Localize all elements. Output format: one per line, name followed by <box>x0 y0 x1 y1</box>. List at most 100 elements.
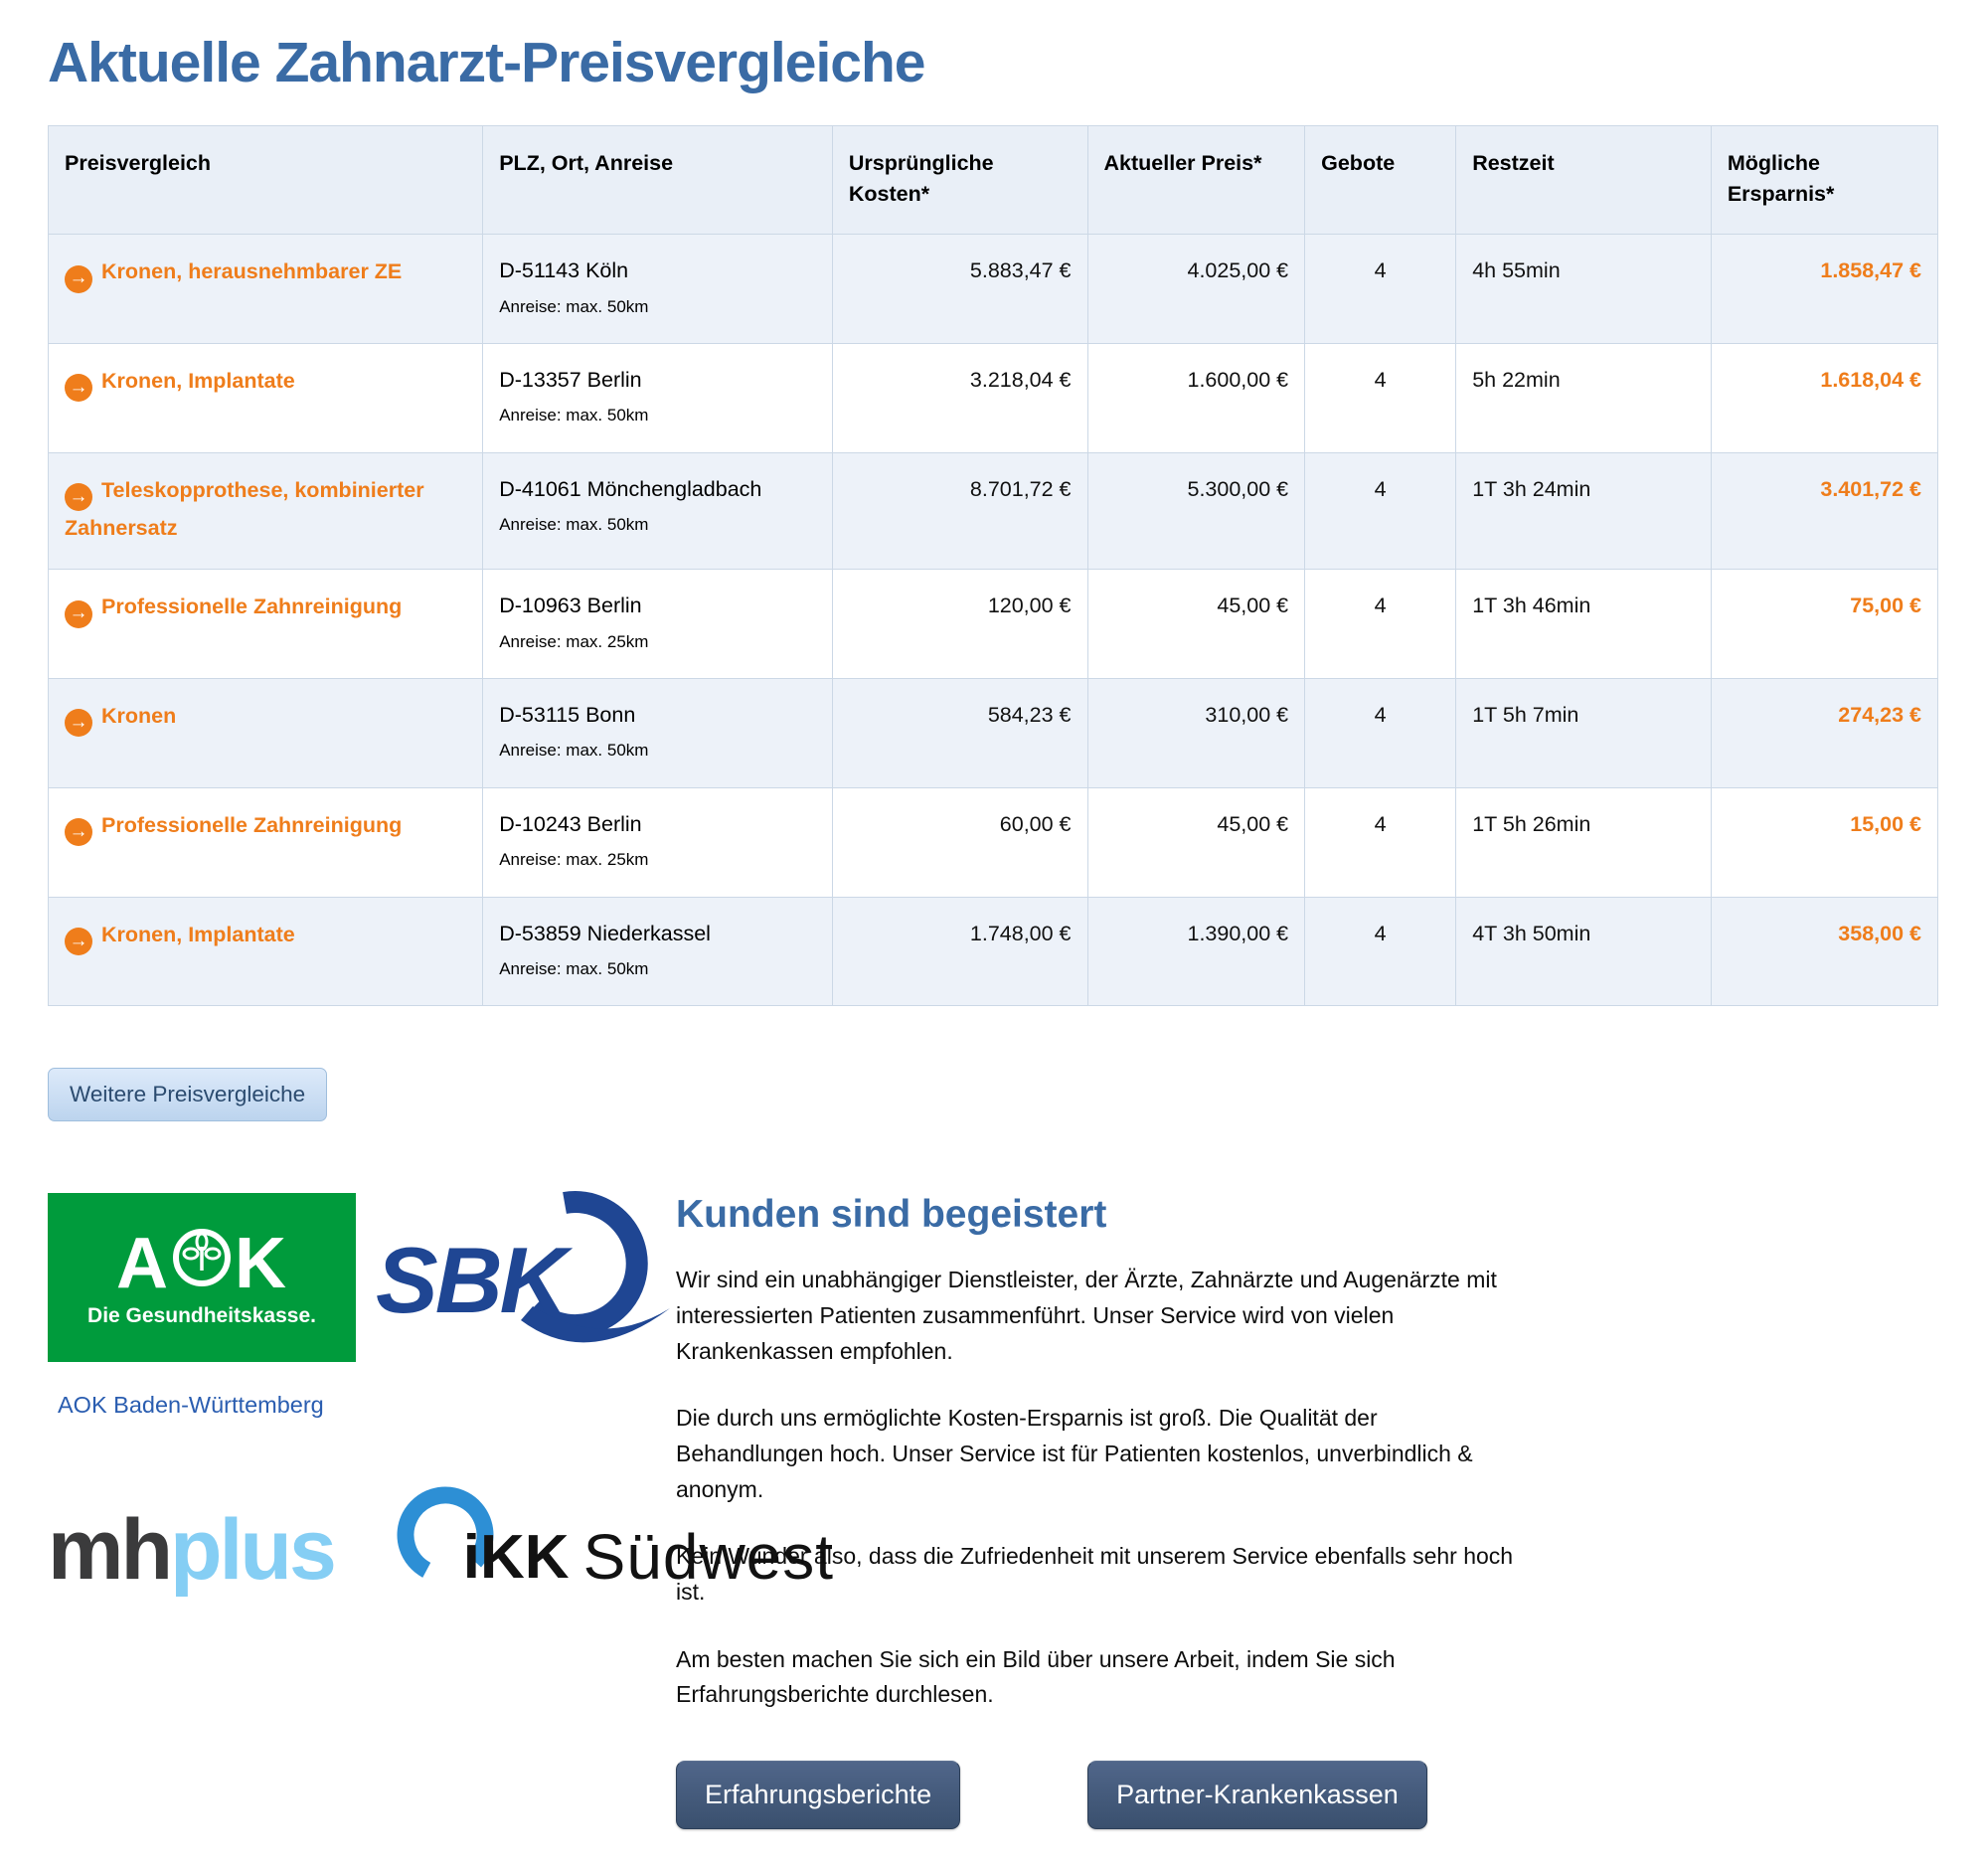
aok-letter-a: A <box>116 1224 169 1304</box>
remaining-time-cell: 1T 5h 7min <box>1455 678 1712 788</box>
location-text: D-10243 Berlin <box>499 811 642 836</box>
partner-krankenkassen-button[interactable]: Partner-Krankenkassen <box>1087 1760 1427 1829</box>
table-row: → Teleskopprothese, kombinierter Zahnersa… <box>47 451 1939 571</box>
remaining-time-cell: 1T 3h 24min <box>1455 451 1712 571</box>
arrow-circle-icon: → <box>65 927 92 955</box>
original-cost-cell: 60,00 € <box>831 786 1088 898</box>
aok-tagline: Die Gesundheitskasse. <box>87 1304 316 1328</box>
location-cell: D-53115 Bonn Anreise: max. 50km <box>482 678 833 788</box>
savings-cell: 358,00 € <box>1710 896 1939 1007</box>
location-text: D-10963 Berlin <box>499 594 642 618</box>
bids-cell: 4 <box>1304 451 1457 571</box>
procedure-link[interactable]: → Kronen, Implantate <box>65 923 295 955</box>
remaining-time-cell: 1T 3h 46min <box>1455 569 1712 680</box>
current-price-cell: 1.600,00 € <box>1086 343 1306 453</box>
current-price-cell: 1.390,00 € <box>1086 896 1306 1007</box>
arrow-circle-icon: → <box>65 599 92 628</box>
travel-distance-text: Anreise: max. 50km <box>499 296 649 316</box>
travel-distance-text: Anreise: max. 25km <box>499 850 649 870</box>
testimonials-paragraph-3: Kein Wunder also, dass die Zufriedenheit… <box>676 1543 1514 1605</box>
erfahrungsberichte-button[interactable]: Erfahrungsberichte <box>676 1760 961 1829</box>
arrow-circle-icon: → <box>65 374 92 403</box>
bids-cell: 4 <box>1304 343 1457 453</box>
remaining-time-cell: 1T 5h 26min <box>1455 786 1712 898</box>
procedure-link[interactable]: → Professionelle Zahnreinigung <box>65 595 402 628</box>
location-text: D-41061 Mönchengladbach <box>499 476 762 501</box>
col-header-preisvergleich: Preisvergleich <box>47 124 484 236</box>
procedure-cell: → Kronen, Implantate <box>47 343 484 453</box>
current-price-cell: 5.300,00 € <box>1086 451 1306 571</box>
procedure-link[interactable]: → Teleskopprothese, kombinierter Zahnersa… <box>65 477 424 541</box>
aok-logo[interactable]: A K Die Gesundheitskasse. <box>48 1193 356 1363</box>
procedure-cell: → Kronen, herausnehmbarer ZE <box>47 234 484 345</box>
remaining-time-cell: 4T 3h 50min <box>1455 896 1712 1007</box>
mhplus-text-dark: mh <box>48 1502 173 1599</box>
aok-baden-wuerttemberg-link[interactable]: AOK Baden-Württemberg <box>58 1392 324 1419</box>
location-text: D-13357 Berlin <box>499 368 642 393</box>
current-price-cell: 45,00 € <box>1086 786 1306 898</box>
location-text: D-53115 Bonn <box>499 703 636 728</box>
bids-cell: 4 <box>1304 234 1457 345</box>
col-header-aktueller-preis: Aktueller Preis* <box>1086 124 1306 236</box>
current-price-cell: 310,00 € <box>1086 678 1306 788</box>
original-cost-cell: 120,00 € <box>831 569 1088 680</box>
mhplus-logo[interactable]: mhplus <box>48 1507 337 1593</box>
more-comparisons-button[interactable]: Weitere Preisvergleiche <box>48 1068 328 1122</box>
table-row: → Kronen, Implantate D-13357 Berlin Anreise… <box>47 343 1939 453</box>
original-cost-cell: 8.701,72 € <box>831 451 1088 571</box>
procedure-link[interactable]: → Kronen, herausnehmbarer ZE <box>65 259 402 293</box>
procedure-link[interactable]: → Professionelle Zahnreinigung <box>65 813 402 847</box>
ikk-suedwest-logo[interactable]: iKK Südwest <box>394 1486 834 1594</box>
col-header-moegliche-ersparnis: Mögliche Ersparnis* <box>1710 124 1939 236</box>
arrow-circle-icon: → <box>65 818 92 847</box>
bids-cell: 4 <box>1304 896 1457 1007</box>
price-comparison-table: Preisvergleich PLZ, Ort, Anreise Ursprün… <box>47 124 1939 1007</box>
page-title: Aktuelle Zahnarzt-Preisvergleiche <box>48 31 926 94</box>
table-row: → Kronen D-53115 Bonn Anreise: max. 50km 584… <box>47 678 1939 788</box>
arrow-circle-icon: → <box>65 264 92 293</box>
partner-logos-column: A K Die Gesundheitskasse. <box>48 1191 833 1828</box>
mhplus-text-light: plus <box>170 1502 337 1599</box>
procedure-cell: → Professionelle Zahnreinigung <box>47 786 484 898</box>
savings-cell: 274,23 € <box>1710 678 1939 788</box>
aok-tree-icon <box>171 1227 233 1300</box>
savings-cell: 1.618,04 € <box>1710 343 1939 453</box>
procedure-cell: → Professionelle Zahnreinigung <box>47 569 484 680</box>
table-header-row: Preisvergleich PLZ, Ort, Anreise Ursprün… <box>47 124 1939 236</box>
savings-cell: 15,00 € <box>1710 786 1939 898</box>
testimonials-paragraph-2: Die durch uns ermöglichte Kosten-Ersparn… <box>676 1405 1473 1502</box>
logo-row-2: mhplus iKK Südwest <box>48 1486 833 1594</box>
table-row: → Professionelle Zahnreinigung D-10243 Ber… <box>47 786 1939 898</box>
col-header-urspruengliche-kosten: Ursprüngliche Kosten* <box>831 124 1088 236</box>
procedure-cell: → Teleskopprothese, kombinierter Zahnersa… <box>47 451 484 571</box>
testimonials-paragraph-4: Am besten machen Sie sich ein Bild über … <box>676 1645 1396 1708</box>
procedure-link[interactable]: → Kronen, Implantate <box>65 369 295 403</box>
table-row: → Professionelle Zahnreinigung D-10963 Ber… <box>47 569 1939 680</box>
location-cell: D-53859 Niederkassel Anreise: max. 50km <box>482 896 833 1007</box>
current-price-cell: 4.025,00 € <box>1086 234 1306 345</box>
bids-cell: 4 <box>1304 569 1457 680</box>
location-text: D-53859 Niederkassel <box>499 921 711 945</box>
logo-row-1: A K Die Gesundheitskasse. <box>48 1191 676 1363</box>
savings-cell: 1.858,47 € <box>1710 234 1939 345</box>
col-header-gebote: Gebote <box>1304 124 1457 236</box>
procedure-link[interactable]: → Kronen <box>65 704 176 738</box>
travel-distance-text: Anreise: max. 50km <box>499 515 649 535</box>
travel-distance-text: Anreise: max. 50km <box>499 406 649 425</box>
savings-cell: 3.401,72 € <box>1710 451 1939 571</box>
bids-cell: 4 <box>1304 678 1457 788</box>
sbk-swoosh-icon <box>503 1181 677 1375</box>
location-cell: D-41061 Mönchengladbach Anreise: max. 50k… <box>482 451 833 571</box>
testimonials-paragraph-1: Wir sind ein unabhängiger Dienstleister,… <box>676 1267 1497 1364</box>
table-row: → Kronen, Implantate D-53859 Niederkassel A… <box>47 896 1939 1007</box>
original-cost-cell: 5.883,47 € <box>831 234 1088 345</box>
sbk-logo[interactable]: SBK <box>376 1191 674 1362</box>
travel-distance-text: Anreise: max. 50km <box>499 958 649 978</box>
col-header-plz-ort-anreise: PLZ, Ort, Anreise <box>482 124 833 236</box>
testimonials-column: Kunden sind begeistert Wir sind ein unab… <box>676 1193 1516 1829</box>
location-cell: D-10963 Berlin Anreise: max. 25km <box>482 569 833 680</box>
bottom-section: A K Die Gesundheitskasse. <box>48 1191 1938 1829</box>
location-cell: D-51143 Köln Anreise: max. 50km <box>482 234 833 345</box>
procedure-cell: → Kronen, Implantate <box>47 896 484 1007</box>
travel-distance-text: Anreise: max. 50km <box>499 741 649 761</box>
